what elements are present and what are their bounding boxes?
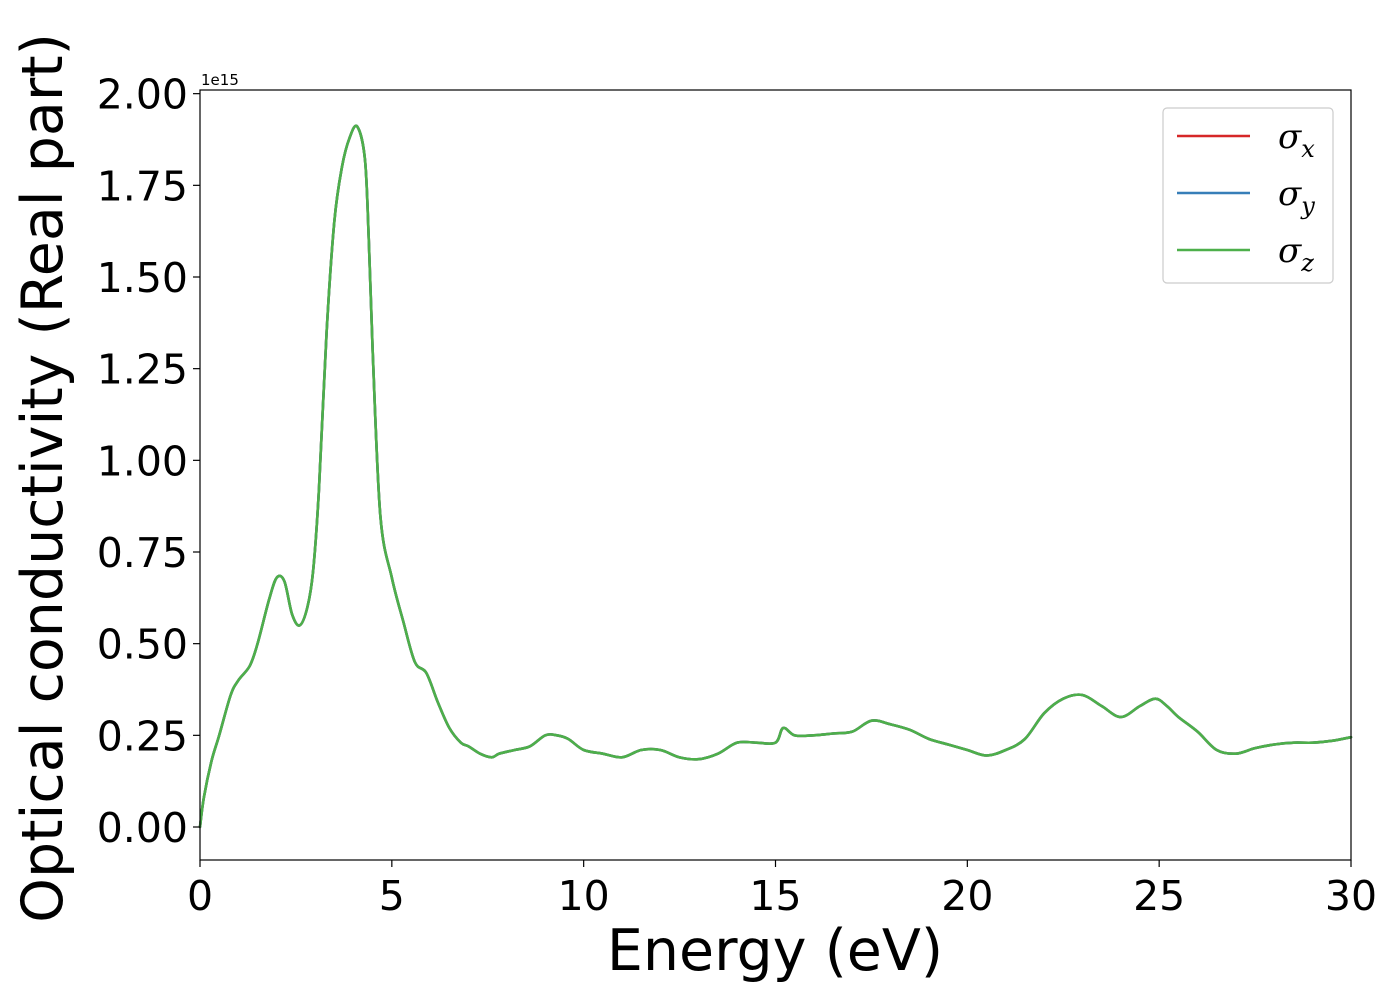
x-tick-label: 25 [1133,872,1185,920]
legend-box [1162,107,1334,284]
x-axis: 0 5 10 15 20 25 30 [187,860,1377,920]
legend-label: σy [1278,174,1315,220]
x-tick-label: 30 [1325,872,1377,920]
y-tick-label: 1.25 [97,346,188,394]
y-tick-label: 1.00 [97,437,188,485]
legend-label-symbol: σ [1278,174,1302,214]
x-tick-label: 0 [187,872,213,920]
legend-label-subscript: y [1300,192,1315,220]
y-tick-label: 2.00 [97,71,188,119]
x-tick-label: 15 [749,872,801,920]
y-axis-label: Optical conductivity (Real part) [10,33,76,923]
x-tick-label: 5 [379,872,405,920]
legend-label: σx [1278,117,1315,163]
y-tick-label: 0.00 [97,804,188,852]
x-tick-label: 10 [558,872,610,920]
y-tick-label: 1.50 [97,254,188,302]
series-layer [198,124,1353,829]
legend-label: σz [1278,231,1314,277]
y-tick-label: 0.25 [97,712,188,760]
y-offset-label: 1e15 [201,71,239,89]
y-tick-label: 0.75 [97,529,188,577]
legend-label-symbol: σ [1278,117,1302,157]
y-tick-label: 1.75 [97,162,188,210]
legend-label-subscript: x [1301,135,1315,163]
x-tick-label: 20 [941,872,993,920]
legend-label-subscript: z [1300,249,1314,277]
legend-label-symbol: σ [1278,231,1302,271]
y-tick-label: 0.50 [97,621,188,669]
x-axis-label: Energy (eV) [607,918,943,984]
y-axis: 0.00 0.25 0.50 0.75 1.00 1.25 1.50 1.75 2.00 [97,71,200,852]
series-line-σz [198,124,1353,829]
